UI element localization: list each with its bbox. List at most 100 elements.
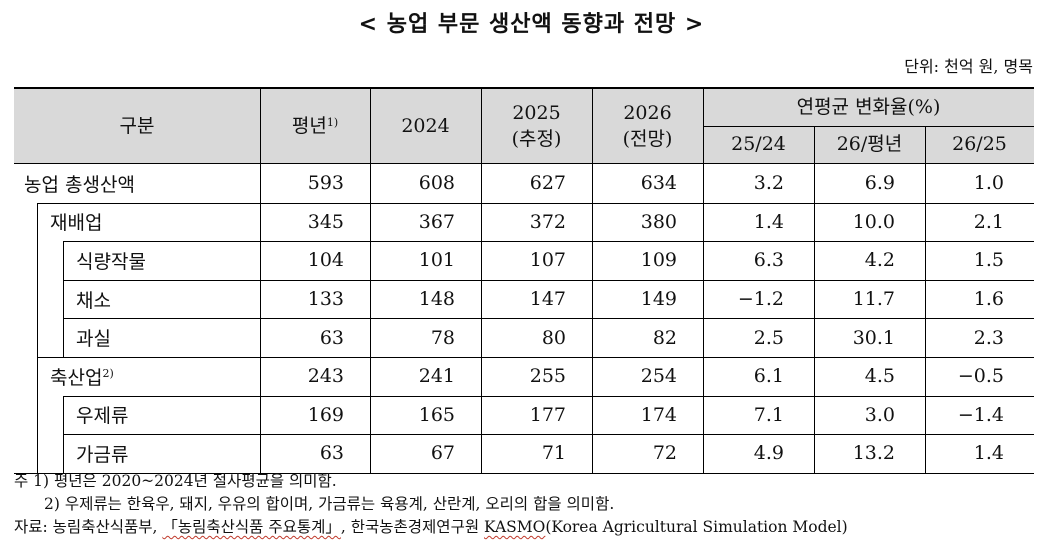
divider xyxy=(925,126,926,164)
divider xyxy=(63,241,1034,243)
cell-change-26-25: 2.1 xyxy=(973,210,1004,233)
cell-change-26-25: −0.5 xyxy=(957,365,1004,388)
cell-2024: 67 xyxy=(430,442,455,465)
cell-change-26-25: 2.3 xyxy=(973,326,1004,349)
cell-change-26-25: 1.6 xyxy=(973,288,1004,311)
table-bottom-border xyxy=(14,472,1034,474)
divider xyxy=(814,126,815,164)
cell-2026: 380 xyxy=(640,210,677,233)
divider xyxy=(37,357,1034,358)
divider xyxy=(481,89,482,164)
row-label: 축산업 2) xyxy=(50,357,114,396)
row-label: 채소 xyxy=(76,289,111,312)
cell-change-26-avg: 4.5 xyxy=(864,365,895,388)
cell-change-25-24: 3.2 xyxy=(753,172,784,195)
cell-avg: 133 xyxy=(307,288,344,311)
footnotes: 주 1) 평년은 2020~2024년 절사평균을 의미함. 2) 우제류는 한… xyxy=(14,470,848,539)
divider xyxy=(260,89,261,164)
cell-2025: 177 xyxy=(529,403,566,426)
cell-2024: 101 xyxy=(418,249,455,272)
cell-change-26-avg: 13.2 xyxy=(852,442,895,465)
header-change-26-25: 26/25 xyxy=(952,133,1007,156)
cell-2026: 82 xyxy=(652,326,677,349)
cell-2025: 255 xyxy=(529,365,566,388)
cell-change-26-avg: 3.0 xyxy=(864,403,895,426)
row-label-text: 축산업 xyxy=(50,366,103,389)
header-2024: 2024 xyxy=(401,114,450,137)
cell-avg: 593 xyxy=(307,172,344,195)
cell-2024: 367 xyxy=(418,210,455,233)
header-avg-label: 평년 xyxy=(291,114,327,137)
cell-avg: 104 xyxy=(307,249,344,272)
table-row: 우제류 169 165 177 174 7.1 3.0 −1.4 xyxy=(14,396,1034,435)
header-change-25-24: 25/24 xyxy=(731,133,786,156)
tree-line-level1 xyxy=(37,202,38,473)
cell-change-26-avg: 30.1 xyxy=(852,326,895,349)
cell-2026: 634 xyxy=(640,172,677,195)
cell-change-26-avg: 11.7 xyxy=(852,288,895,311)
header-2025-year: 2025 xyxy=(512,101,561,124)
divider xyxy=(592,89,593,164)
table-row: 식량작물 104 101 107 109 6.3 4.2 1.5 xyxy=(14,241,1034,280)
row-label: 재배업 xyxy=(50,212,103,235)
cell-2024: 148 xyxy=(418,288,455,311)
cell-2025: 71 xyxy=(541,442,566,465)
divider xyxy=(370,89,371,164)
cell-2024: 241 xyxy=(418,365,455,388)
cell-change-26-avg: 6.9 xyxy=(864,172,895,195)
cell-2025: 107 xyxy=(529,249,566,272)
header-2025-sub: (추정) xyxy=(511,127,562,150)
cell-change-25-24: −1.2 xyxy=(737,288,784,311)
cell-change-25-24: 4.9 xyxy=(753,442,784,465)
source-prefix: 자료: 농림축산식품부, xyxy=(14,518,163,536)
cell-2025: 80 xyxy=(541,326,566,349)
source-mid: , 한국농촌경제연구원 xyxy=(340,518,485,536)
header-change-group: 연평균 변화율(%) xyxy=(796,95,941,118)
cell-2026: 149 xyxy=(640,288,677,311)
cell-change-25-24: 6.3 xyxy=(753,249,784,272)
cell-change-26-avg: 4.2 xyxy=(864,249,895,272)
row-label: 우제류 xyxy=(76,405,129,428)
header-avg: 평년 1) xyxy=(260,89,370,164)
cell-2026: 174 xyxy=(640,403,677,426)
cell-avg: 345 xyxy=(307,210,344,233)
source-suffix: (Korea Agricultural Simulation Model) xyxy=(545,518,848,536)
header-2026: 2026 (전망) xyxy=(592,89,703,164)
table-row: 축산업 2) 243 241 255 254 6.1 4.5 −0.5 xyxy=(14,357,1034,396)
divider xyxy=(63,395,1034,397)
cell-change-25-24: 1.4 xyxy=(753,210,784,233)
table-row: 채소 133 148 147 149 −1.2 11.7 1.6 xyxy=(14,280,1034,319)
cell-avg: 169 xyxy=(307,403,344,426)
cell-2024: 608 xyxy=(418,172,455,195)
footnote-ref-1: 1) xyxy=(326,116,339,130)
cell-avg: 63 xyxy=(319,442,344,465)
footnote-ref-2: 2) xyxy=(102,366,114,380)
row-label: 농업 총생산액 xyxy=(24,173,135,196)
cell-change-26-avg: 10.0 xyxy=(852,210,895,233)
table-row: 과실 63 78 80 82 2.5 30.1 2.3 xyxy=(14,318,1034,357)
cell-change-26-25: 1.4 xyxy=(973,442,1004,465)
divider xyxy=(63,434,1034,436)
cell-avg: 243 xyxy=(307,365,344,388)
cell-2026: 254 xyxy=(640,365,677,388)
cell-2025: 627 xyxy=(529,172,566,195)
source-kasmo: KASMO xyxy=(484,518,546,536)
table-row: 농업 총생산액 593 608 627 634 3.2 6.9 1.0 xyxy=(14,164,1034,203)
divider xyxy=(63,318,1034,320)
cell-2024: 78 xyxy=(430,326,455,349)
header-2026-sub: (전망) xyxy=(622,127,673,150)
row-label: 가금류 xyxy=(76,443,129,466)
row-label: 식량작물 xyxy=(76,250,146,273)
page-title: < 농업 부문 생산액 동향과 전망 > xyxy=(358,12,705,37)
cell-2026: 109 xyxy=(640,249,677,272)
cell-change-26-25: 1.5 xyxy=(973,249,1004,272)
divider xyxy=(703,126,1034,127)
cell-2025: 147 xyxy=(529,288,566,311)
header-2025: 2025 (추정) xyxy=(481,89,592,164)
table-header: 구분 평년 1) 2024 2025 (추정) 2026 (전망) 연평균 변화율… xyxy=(14,87,1034,164)
header-2026-year: 2026 xyxy=(623,101,672,124)
table-row: 가금류 63 67 71 72 4.9 13.2 1.4 xyxy=(14,434,1034,473)
cell-2026: 72 xyxy=(652,442,677,465)
cell-change-25-24: 2.5 xyxy=(753,326,784,349)
footnote-1: 주 1) 평년은 2020~2024년 절사평균을 의미함. xyxy=(14,472,337,490)
